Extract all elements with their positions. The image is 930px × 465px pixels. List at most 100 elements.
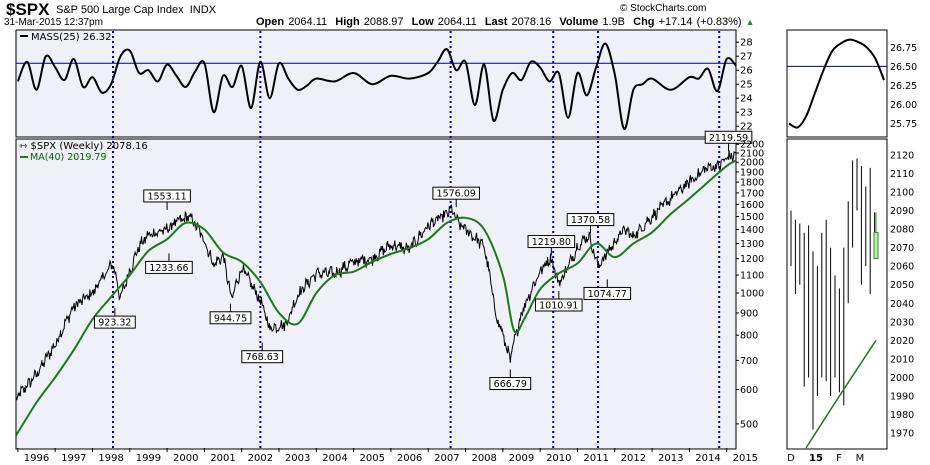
daily-y-tick-label: 2070 <box>890 243 914 254</box>
annotation-label: 1219.80 <box>532 237 571 248</box>
daily-y-tick-label: 2080 <box>890 225 914 236</box>
mass-zoom-line <box>788 38 885 129</box>
high-label: High <box>335 16 360 28</box>
annotation-label: 1233.66 <box>149 263 188 274</box>
daily-y-tick-label: 2060 <box>890 262 914 273</box>
timestamp: 31-Mar-2015 12:37pm <box>4 17 103 28</box>
price-y-tick-label: 1900 <box>740 167 764 178</box>
annotation-label: 1576.09 <box>437 189 476 200</box>
x-tick-label: 1998 <box>98 453 123 464</box>
chg-value: +17.14 (+0.83%) <box>658 16 742 28</box>
mass-y-tick-label: 27 <box>740 52 753 63</box>
price-y-tick-label: 1200 <box>740 254 764 265</box>
annotation-label: 2119.59 <box>709 133 748 144</box>
daily-x-tick-label: M <box>856 453 865 464</box>
x-tick-label: 2002 <box>248 453 273 464</box>
price-y-tick-label: 2000 <box>740 158 764 169</box>
mass-legend: MASS(25) 26.32 <box>31 32 112 43</box>
mass-y-tick-label: 24 <box>740 94 753 105</box>
x-tick-label: 2007 <box>434 453 459 464</box>
daily-y-tick-label: 1980 <box>890 410 914 421</box>
annotation-label: 666.79 <box>494 379 527 390</box>
price-y-tick-label: 500 <box>740 419 758 430</box>
daily-zoom-panel <box>786 138 888 450</box>
x-tick-label: 2006 <box>397 453 422 464</box>
annotation-label: 944.75 <box>214 313 247 324</box>
chart-header: $SPX S&P 500 Large Cap Index INDX 31-Mar… <box>0 0 930 30</box>
annotation-label: 923.32 <box>98 318 131 329</box>
ma-legend: MA(40) 2019.79 <box>30 152 107 163</box>
x-tick-label: 2008 <box>471 453 496 464</box>
daily-y-tick-label: 2110 <box>890 169 914 180</box>
volume-value: 1.9B <box>602 16 626 28</box>
daily-y-tick-label: 2040 <box>890 299 914 310</box>
mass-y-tick-label: 23 <box>740 108 753 119</box>
daily-ma-line <box>805 339 877 449</box>
annotation-box <box>704 130 753 144</box>
symbol: $SPX <box>6 0 50 19</box>
price-y-tick-label: 800 <box>740 331 758 342</box>
brand: © StockCharts.com <box>620 3 707 14</box>
x-tick-label: 2005 <box>360 453 385 464</box>
daily-x-tick-label: F <box>836 453 842 464</box>
price-legend: ⇿ $SPX (Weekly) 2078.16 <box>19 141 148 152</box>
price-y-tick-label: 1300 <box>740 239 764 250</box>
daily-y-tick-label: 1990 <box>890 392 914 403</box>
ohlc-bar: Open 2064.11 High 2088.97 Low 2064.11 La… <box>256 16 755 28</box>
x-tick-label: 2009 <box>509 453 534 464</box>
price-y-tick-label: 1600 <box>740 200 764 211</box>
x-tick-label: 2012 <box>621 453 646 464</box>
price-gridlines <box>17 143 739 452</box>
annotation-label: 1074.77 <box>588 289 627 300</box>
annotation-box <box>534 298 583 312</box>
open-value: 2064.11 <box>288 16 328 28</box>
price-y-tick-label: 2100 <box>740 149 764 160</box>
chg-label: Chg <box>633 16 655 28</box>
mass-series <box>16 42 736 131</box>
annotation-box <box>241 350 284 364</box>
daily-y-tick-label: 2030 <box>890 317 914 328</box>
mass-zoom-y-tick-label: 26.50 <box>890 62 917 73</box>
x-tick-label: 2014 <box>695 453 720 464</box>
price-y-tick-label: 1000 <box>740 289 764 300</box>
annotation-label: 1553.11 <box>147 191 186 202</box>
daily-y-tick-label: 2050 <box>890 280 914 291</box>
price-annotations: 1553.11 1233.66 923.32 944.75 768.63 1576.09 6… <box>93 130 753 391</box>
mass-zoom-y-tick-label: 26.75 <box>890 43 917 54</box>
company-name: S&P 500 Large Cap Index <box>56 4 184 16</box>
x-tick-label: 2015 <box>733 453 758 464</box>
price-y-tick-label: 600 <box>740 385 758 396</box>
last-label: Last <box>484 16 508 28</box>
price-y-tick-label: 1100 <box>740 271 764 282</box>
open-label: Open <box>256 16 285 28</box>
daily-y-tick-label: 2120 <box>890 150 914 161</box>
annotation-box <box>566 213 615 227</box>
price-y-tick-label: 900 <box>740 308 758 319</box>
x-tick-label: 2000 <box>173 453 198 464</box>
annotation-label: 1010.91 <box>539 301 578 312</box>
low-label: Low <box>411 16 434 28</box>
x-tick-label: 1999 <box>136 453 161 464</box>
daily-y-tick-label: 2000 <box>890 373 914 384</box>
green-triangle-icon: ▲ <box>745 17 755 27</box>
price-y-tick-label: 2200 <box>740 140 764 151</box>
x-tick-label: 2004 <box>322 453 347 464</box>
x-tick-label: 2013 <box>658 453 683 464</box>
x-tick-label: 2010 <box>546 453 571 464</box>
mass-zoom-y-tick-label: 26.00 <box>890 100 917 111</box>
mass-y-tick-label: 28 <box>740 38 753 49</box>
mass-line <box>16 42 736 131</box>
ma-line <box>16 159 736 437</box>
mass-y-tick-label: 25 <box>740 80 753 91</box>
x-tick-label: 2011 <box>583 453 608 464</box>
price-y-tick-label: 1500 <box>740 212 764 223</box>
x-tick-label: 2003 <box>285 453 310 464</box>
annotation-label: 768.63 <box>246 352 279 363</box>
mass-zoom-y-tick-label: 26.25 <box>890 81 917 92</box>
daily-y-tick-label: 2010 <box>890 354 914 365</box>
daily-x-tick-label: D <box>787 453 795 464</box>
daily-y-tick-label: 2100 <box>890 187 914 198</box>
high-value: 2088.97 <box>363 16 404 28</box>
mass-zoom-series <box>787 38 887 129</box>
price-y-tick-label: 1400 <box>740 225 764 236</box>
